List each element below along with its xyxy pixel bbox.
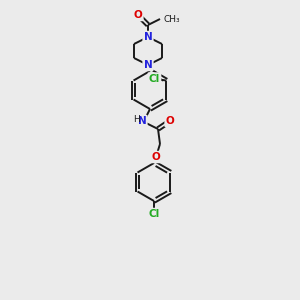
Text: O: O bbox=[134, 10, 142, 20]
Text: H: H bbox=[133, 116, 140, 124]
Text: N: N bbox=[144, 60, 152, 70]
Text: N: N bbox=[138, 116, 146, 126]
Text: Cl: Cl bbox=[148, 209, 160, 219]
Text: Cl: Cl bbox=[149, 74, 160, 83]
Text: O: O bbox=[152, 152, 160, 162]
Text: N: N bbox=[144, 32, 152, 42]
Text: CH₃: CH₃ bbox=[163, 14, 180, 23]
Text: O: O bbox=[166, 116, 174, 126]
